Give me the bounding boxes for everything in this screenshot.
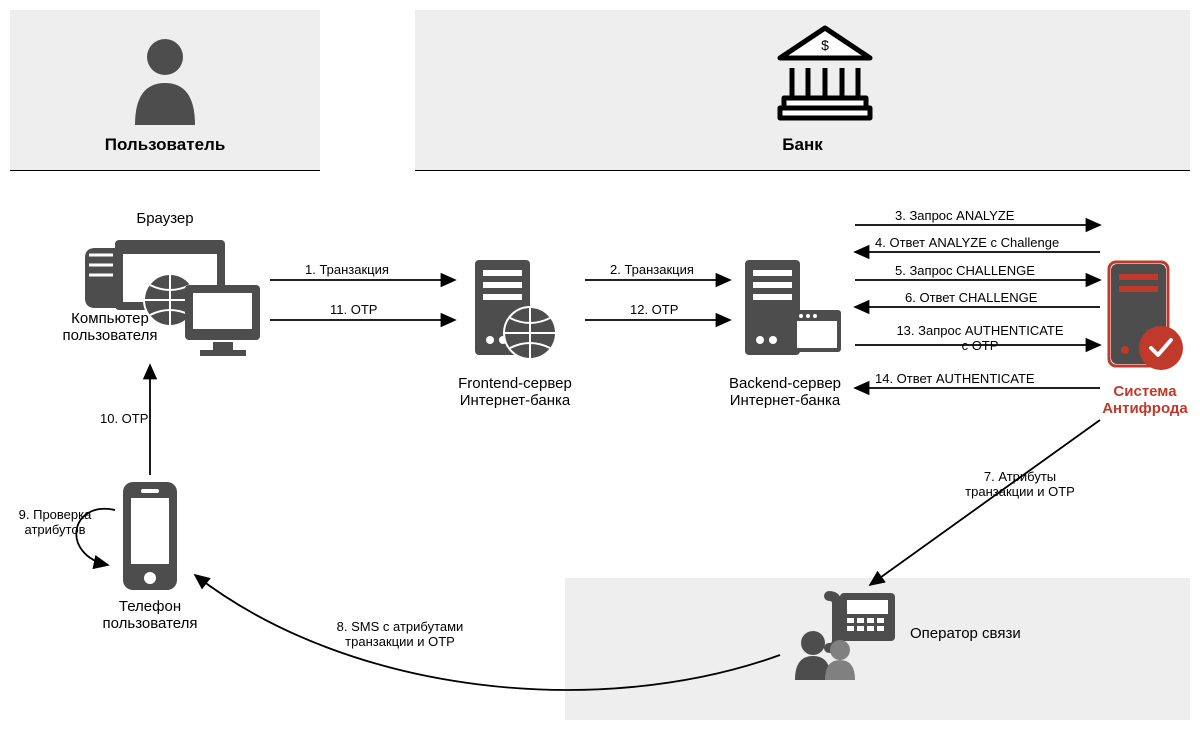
edge-11: 11. OTP [330, 303, 377, 318]
edge-6: 6. Ответ CHALLENGE [905, 291, 1037, 306]
edge-10: 10. OTP [100, 412, 148, 427]
edge-14: 14. Ответ AUTHENTICATE [875, 372, 1035, 387]
edge-1: 1. Транзакция [305, 263, 389, 278]
edge-7: 7. Атрибуты транзакции и OTP [935, 470, 1105, 500]
edge-5: 5. Запрос CHALLENGE [895, 264, 1035, 279]
edge-8: 8. SMS с атрибутами транзакции и OTP [300, 620, 500, 650]
edge-13: 13. Запрос AUTHENTICATE с OTP [870, 324, 1090, 354]
edge-9: 9. Проверка атрибутов [5, 508, 105, 538]
edge-2: 2. Транзакция [610, 263, 694, 278]
edge-12: 12. OTP [630, 303, 678, 318]
edge-3: 3. Запрос ANALYZE [895, 209, 1014, 224]
arrows-layer [0, 0, 1200, 730]
edge-4: 4. Ответ ANALYZE с Challenge [875, 236, 1059, 251]
